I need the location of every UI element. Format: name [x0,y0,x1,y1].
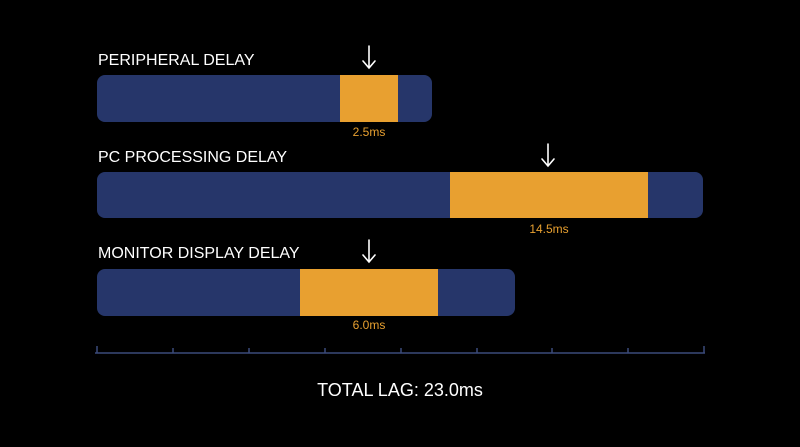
arrow [541,143,555,168]
total-lag: TOTAL LAG: 23.0ms [317,380,483,400]
timeline [95,346,705,354]
delay-segment [340,75,398,122]
arrow [362,239,376,264]
row-label: PERIPHERAL DELAY [98,52,255,69]
value-label: 6.0ms [353,318,386,332]
delay-segment [450,172,648,218]
row-label: PC PROCESSING DELAY [98,149,287,166]
delay-segment [300,269,438,316]
value-label: 14.5ms [529,222,568,236]
value-label: 2.5ms [353,125,386,139]
row-label: MONITOR DISPLAY DELAY [98,245,300,262]
arrow [362,45,376,70]
